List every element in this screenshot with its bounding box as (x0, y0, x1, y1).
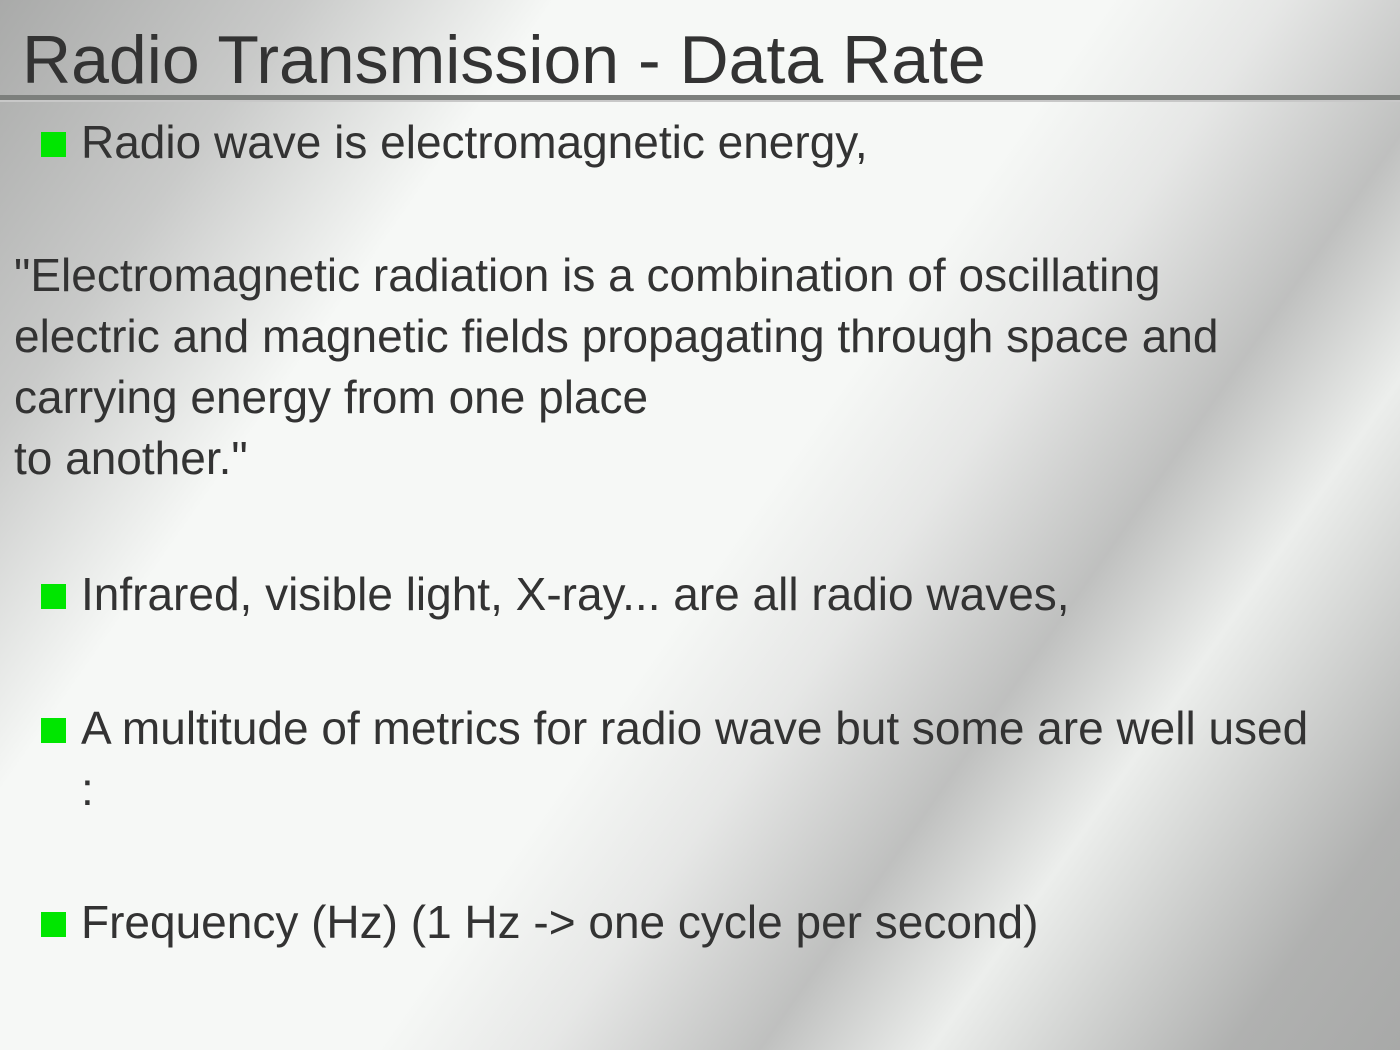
bullet: Frequency (Hz) (1 Hz -> one cycle per se… (41, 892, 1341, 953)
bullet: Radio wave is electromagnetic energy, (41, 112, 1341, 173)
bullet-text: Infrared, visible light, X-ray... are al… (81, 568, 1070, 620)
bullet-marker (41, 718, 66, 743)
slide-title: Radio Transmission - Data Rate (22, 22, 986, 98)
title-rule (0, 95, 1400, 102)
quote: "Electromagnetic radiation is a combinat… (14, 245, 1218, 489)
quote-line: electric and magnetic fields propagating… (14, 310, 1219, 362)
quote-line: "Electromagnetic radiation is a combinat… (14, 249, 1161, 301)
bullet-marker (41, 584, 66, 609)
quote-line: to another." (14, 432, 248, 484)
bullet-text: A multitude of metrics for radio wave bu… (81, 702, 1309, 815)
quote-line: carrying energy from one place (14, 371, 649, 423)
bullet-marker (41, 912, 66, 937)
bullet: Infrared, visible light, X-ray... are al… (41, 564, 1341, 625)
bullet: A multitude of metrics for radio wave bu… (41, 698, 1341, 820)
bullet-marker (41, 132, 66, 157)
bullet-text: Radio wave is electromagnetic energy, (81, 116, 868, 168)
bullet-text: Frequency (Hz) (1 Hz -> one cycle per se… (81, 896, 1039, 948)
